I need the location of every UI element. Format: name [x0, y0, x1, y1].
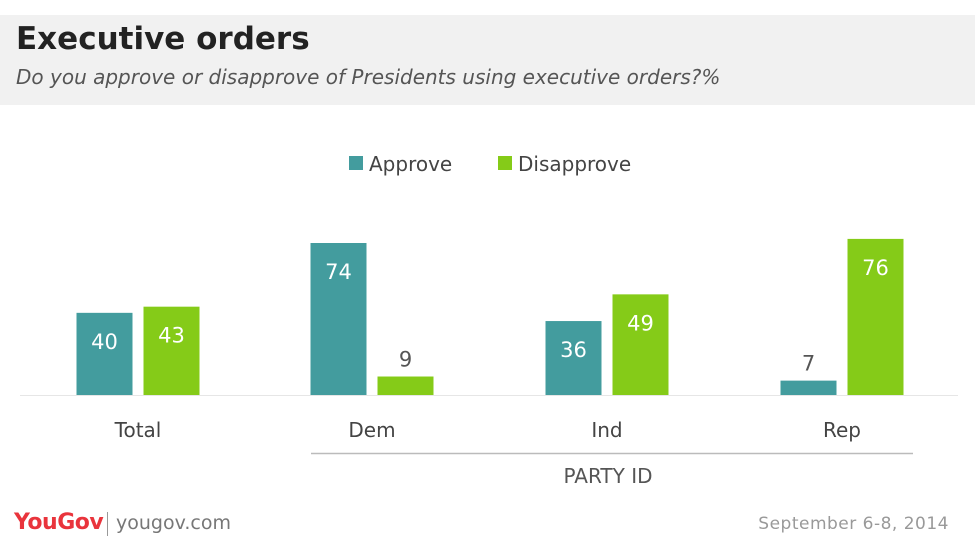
bar-disapprove-ind [612, 294, 669, 395]
data-label-approve-total: 40 [91, 330, 118, 354]
chart-title: Executive orders [16, 21, 310, 57]
bar-disapprove-dem [377, 376, 434, 395]
yougov-logo: YouGov [14, 510, 104, 535]
legend-label-approve: Approve [369, 152, 452, 176]
legend-swatch-approve [349, 156, 363, 170]
x-tick-label-rep: Rep [823, 418, 861, 442]
chart-header: Executive orders Do you approve or disap… [0, 15, 975, 105]
legend-swatch-disapprove [498, 156, 512, 170]
data-label-disapprove-rep: 76 [862, 256, 889, 280]
x-tick-label-dem: Dem [348, 418, 395, 442]
data-label-approve-ind: 36 [560, 338, 587, 362]
survey-date: September 6-8, 2014 [758, 514, 949, 534]
x-tick-label-ind: Ind [591, 418, 622, 442]
footer-site-link[interactable]: yougov.com [116, 512, 231, 534]
data-label-disapprove-ind: 49 [627, 311, 654, 335]
bar-approve-ind [545, 321, 602, 395]
data-label-approve-rep: 7 [802, 352, 815, 376]
bar-approve-total [76, 312, 133, 395]
legend-label-disapprove: Disapprove [518, 152, 631, 176]
data-label-disapprove-total: 43 [158, 324, 185, 348]
bar-disapprove-rep [847, 238, 904, 395]
x-tick-label-total: Total [114, 418, 162, 442]
bar-approve-dem [310, 243, 367, 395]
footer-divider [107, 512, 108, 536]
party-id-group-label: PARTY ID [564, 464, 653, 488]
chart-subtitle: Do you approve or disapprove of Presiden… [16, 65, 721, 89]
data-label-approve-dem: 74 [325, 260, 352, 284]
bar-approve-rep [780, 380, 837, 395]
data-label-disapprove-dem: 9 [399, 348, 412, 372]
bar-disapprove-total [143, 306, 200, 395]
